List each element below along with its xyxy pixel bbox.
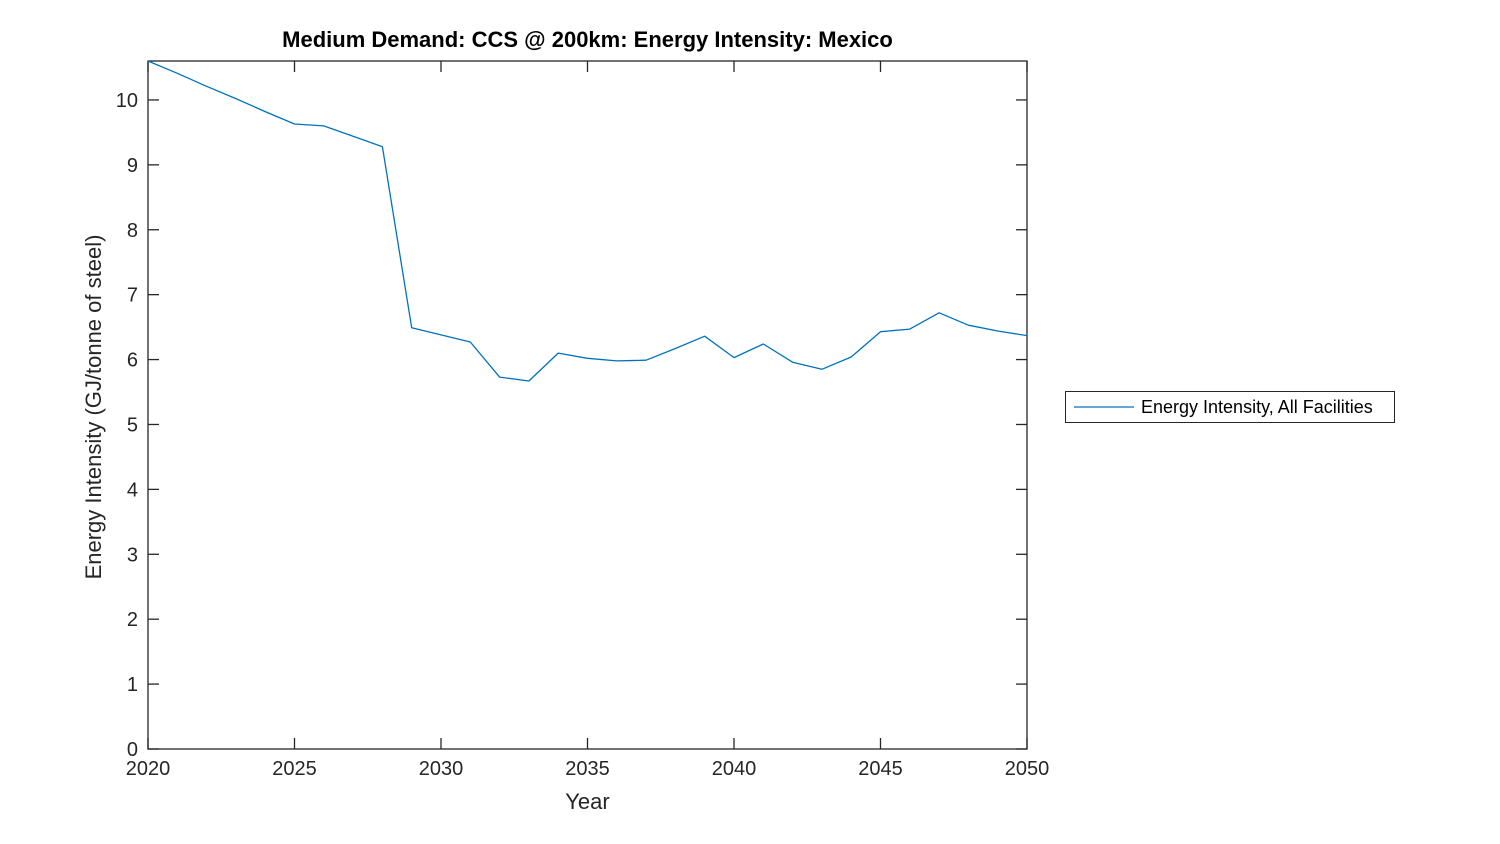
chart-title: Medium Demand: CCS @ 200km: Energy Inten… xyxy=(282,27,893,52)
x-tick-label: 2035 xyxy=(565,758,610,780)
y-tick-label: 3 xyxy=(127,544,138,566)
y-tick-label: 6 xyxy=(127,350,138,372)
x-tick-label: 2020 xyxy=(126,758,171,780)
x-tick-label: 2025 xyxy=(272,758,317,780)
y-tick-label: 2 xyxy=(127,609,138,631)
legend-line-sample-icon xyxy=(1074,406,1134,408)
legend: Energy Intensity, All Facilities xyxy=(1065,391,1395,423)
x-axis-label: Year xyxy=(565,789,610,814)
x-tick-label: 2045 xyxy=(858,758,903,780)
y-tick-label: 5 xyxy=(127,414,138,436)
x-tick-label: 2050 xyxy=(1005,758,1050,780)
legend-label: Energy Intensity, All Facilities xyxy=(1141,396,1373,417)
x-tick-label: 2030 xyxy=(419,758,464,780)
y-tick-label: 10 xyxy=(116,90,138,112)
axes-box xyxy=(147,60,1028,750)
x-tick-label: 2040 xyxy=(712,758,757,780)
y-tick-label: 9 xyxy=(127,155,138,177)
y-tick-label: 1 xyxy=(127,674,138,696)
energy-intensity-line xyxy=(147,60,1028,382)
y-tick-label: 4 xyxy=(127,479,138,501)
y-tick-label: 0 xyxy=(127,739,138,761)
y-tick-label: 7 xyxy=(127,285,138,307)
y-tick-label: 8 xyxy=(127,220,138,242)
